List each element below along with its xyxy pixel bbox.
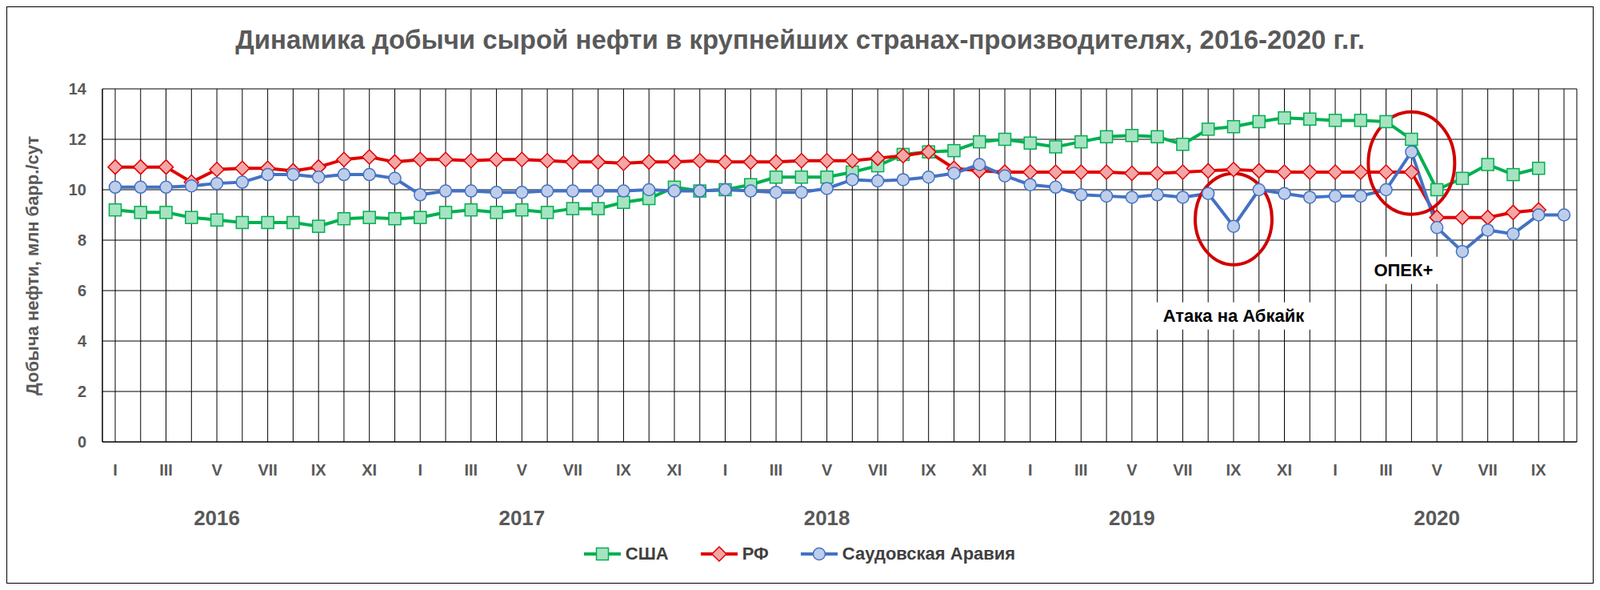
svg-text:2019: 2019 xyxy=(1108,505,1156,530)
svg-text:0: 0 xyxy=(77,432,87,451)
svg-text:IX: IX xyxy=(1226,460,1243,479)
svg-text:Атака на Абкайк: Атака на Абкайк xyxy=(1163,305,1306,326)
svg-text:I: I xyxy=(112,460,118,479)
svg-text:VII: VII xyxy=(868,460,888,479)
svg-text:VII: VII xyxy=(257,460,277,479)
svg-text:10: 10 xyxy=(68,180,87,199)
svg-text:III: III xyxy=(769,460,784,479)
svg-text:ОПЕК+: ОПЕК+ xyxy=(1373,260,1433,280)
svg-text:IX: IX xyxy=(1531,460,1548,479)
svg-text:III: III xyxy=(464,460,478,479)
svg-text:12: 12 xyxy=(68,130,87,148)
svg-text:VII: VII xyxy=(563,460,583,479)
svg-text:V: V xyxy=(1431,460,1443,479)
svg-text:I: I xyxy=(723,460,728,479)
svg-text:I: I xyxy=(1028,460,1033,479)
svg-text:2016: 2016 xyxy=(193,505,240,530)
svg-text:V: V xyxy=(1126,460,1138,479)
svg-text:III: III xyxy=(1379,460,1393,479)
svg-text:IX: IX xyxy=(616,460,632,479)
svg-text:I: I xyxy=(1332,460,1338,479)
svg-text:IX: IX xyxy=(311,460,328,479)
svg-text:V: V xyxy=(821,460,833,479)
svg-text:XI: XI xyxy=(1276,460,1292,479)
svg-text:2: 2 xyxy=(77,382,87,400)
svg-text:2017: 2017 xyxy=(498,505,545,530)
html-text:Добыча нефти, млн барр./сут: Добыча нефти, млн барр./сут xyxy=(22,136,43,396)
svg-text:8: 8 xyxy=(77,231,87,249)
svg-text:VII: VII xyxy=(1477,460,1497,479)
svg-text:III: III xyxy=(159,460,173,479)
html-text:Саудовская Аравия: Саудовская Аравия xyxy=(842,543,1016,564)
svg-text:III: III xyxy=(1074,460,1088,479)
svg-text:2020: 2020 xyxy=(1413,505,1460,530)
svg-text:6: 6 xyxy=(77,281,87,300)
svg-text:IX: IX xyxy=(920,460,937,479)
svg-text:XI: XI xyxy=(667,460,683,479)
html-text:РФ: РФ xyxy=(742,543,769,564)
svg-text:I: I xyxy=(417,460,423,479)
html-text:США: США xyxy=(625,543,669,564)
svg-text:V: V xyxy=(516,460,528,479)
html-text:Динамика добычи сырой нефти в: Динамика добычи сырой нефти в крупнейших… xyxy=(235,24,1365,55)
svg-text:14: 14 xyxy=(68,80,88,98)
svg-text:2018: 2018 xyxy=(804,505,851,530)
svg-text:VII: VII xyxy=(1172,460,1192,479)
svg-text:XI: XI xyxy=(361,460,377,479)
svg-text:XI: XI xyxy=(972,460,988,479)
svg-text:4: 4 xyxy=(77,332,88,350)
svg-text:V: V xyxy=(211,460,223,479)
